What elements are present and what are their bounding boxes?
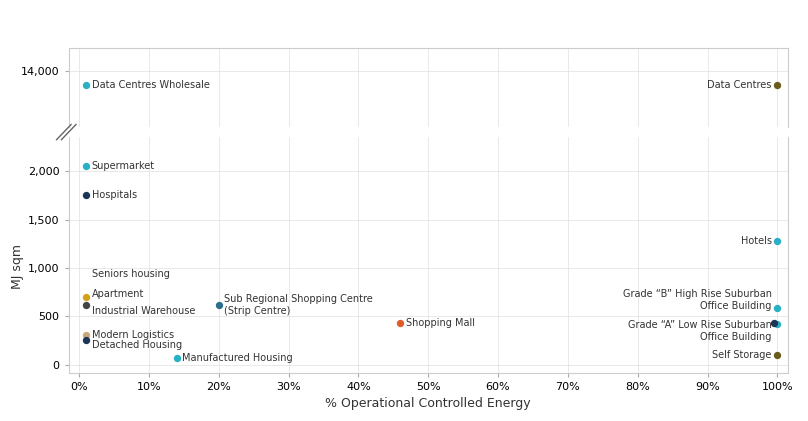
Point	[170, 355, 183, 362]
Point	[213, 301, 225, 308]
Point	[771, 237, 784, 244]
Point	[80, 336, 93, 343]
Point	[771, 304, 784, 311]
Point	[393, 320, 406, 327]
Point	[771, 82, 784, 89]
Point	[80, 301, 93, 308]
Point	[771, 321, 784, 328]
Text: Manufactured Housing: Manufactured Housing	[183, 353, 293, 363]
Text: Seniors housing: Seniors housing	[92, 269, 170, 279]
Text: Data Centres: Data Centres	[707, 80, 772, 91]
Text: Grade “B” High Rise Suburban
Office Building: Grade “B” High Rise Suburban Office Buil…	[623, 289, 772, 311]
Point	[768, 320, 781, 327]
Point	[80, 192, 93, 199]
Text: Hotels: Hotels	[741, 236, 772, 246]
Text: MJ sqm: MJ sqm	[11, 244, 24, 289]
Text: Grade “A” Low Rise Suburban
Office Building: Grade “A” Low Rise Suburban Office Build…	[628, 320, 772, 342]
Text: Hospitals: Hospitals	[92, 190, 137, 200]
Text: Detached Housing: Detached Housing	[92, 339, 182, 349]
Text: Modern Logistics: Modern Logistics	[92, 330, 174, 340]
Text: Industrial Warehouse: Industrial Warehouse	[92, 306, 195, 316]
Text: Supermarket: Supermarket	[92, 161, 155, 171]
Text: Data Centres Wholesale: Data Centres Wholesale	[92, 80, 209, 91]
Text: Apartment: Apartment	[92, 289, 144, 299]
Point	[80, 294, 93, 301]
Point	[80, 82, 93, 89]
Point	[80, 331, 93, 338]
Point	[771, 352, 784, 359]
Text: Energy Intensity by Property Type: Energy Intensity by Property Type	[10, 15, 356, 33]
Point	[80, 163, 93, 170]
X-axis label: % Operational Controlled Energy: % Operational Controlled Energy	[326, 397, 531, 410]
Text: Self Storage: Self Storage	[713, 350, 772, 360]
Text: Shopping Mall: Shopping Mall	[406, 318, 475, 328]
Text: Sub Regional Shopping Centre
(Strip Centre): Sub Regional Shopping Centre (Strip Cent…	[225, 294, 373, 316]
